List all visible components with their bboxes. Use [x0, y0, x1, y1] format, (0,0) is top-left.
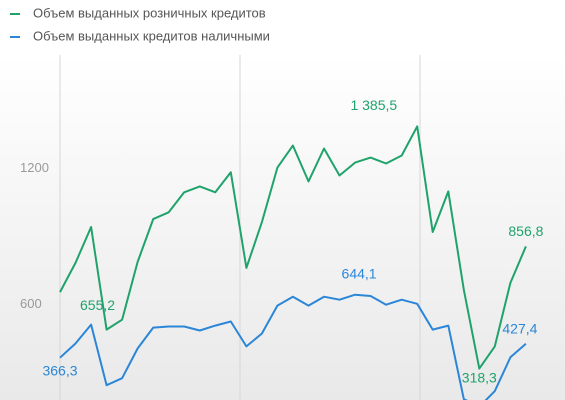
value-label: 366,3: [42, 362, 77, 378]
legend-label: Объем выданных кредитов наличными: [33, 28, 270, 43]
plot: [59, 125, 527, 400]
value-label: 644,1: [342, 265, 377, 281]
plot-background: [0, 55, 565, 400]
legend-label: Объем выданных розничных кредитов: [33, 5, 266, 20]
value-label: 856,8: [508, 223, 543, 239]
value-label: 427,4: [502, 321, 537, 337]
value-label: 655,2: [80, 297, 115, 313]
series-line: [59, 293, 527, 400]
value-label: 1 385,5: [350, 97, 397, 113]
value-label: 318,3: [462, 369, 497, 385]
y-tick-label: 600: [20, 296, 42, 311]
series-line: [59, 125, 527, 370]
y-tick-label: 1200: [20, 160, 49, 175]
